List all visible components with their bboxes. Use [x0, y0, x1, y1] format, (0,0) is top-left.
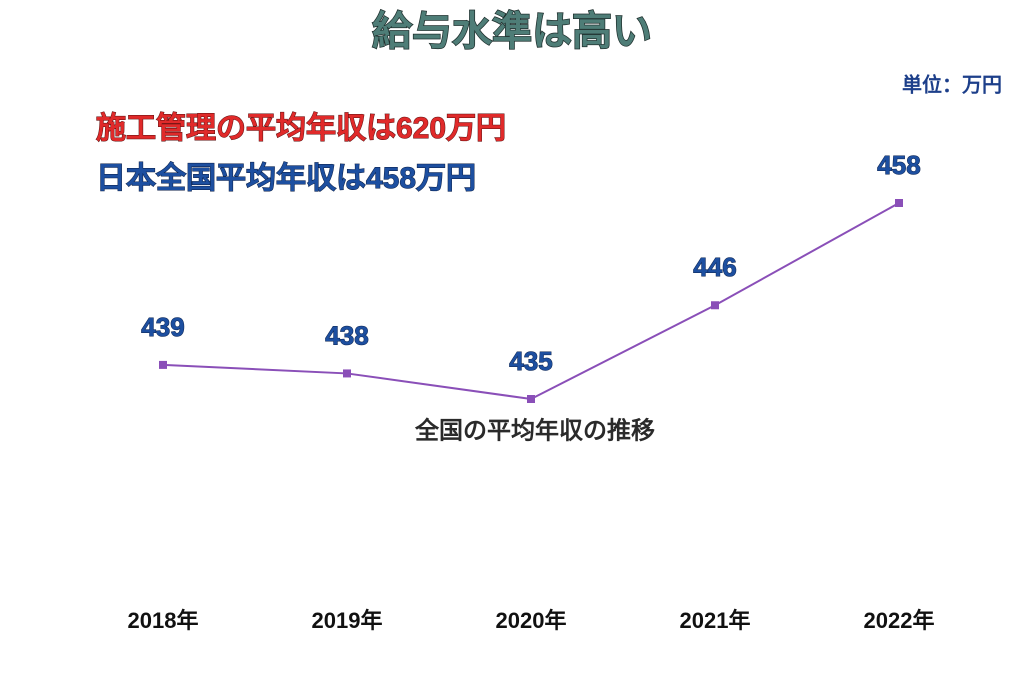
data-label: 458: [877, 150, 920, 180]
x-tick-label: 2021年: [680, 608, 751, 633]
x-tick-label: 2022年: [864, 608, 935, 633]
point: [343, 369, 351, 378]
data-label: 446: [693, 252, 736, 282]
x-tick-label: 2019年: [312, 608, 383, 633]
x-tick-label: 2020年: [496, 608, 567, 633]
x-tick-label: 2018年: [128, 608, 199, 633]
point: [159, 360, 167, 369]
chart-subtitle: 全国の平均年収の推移: [414, 416, 655, 444]
point: [527, 395, 535, 403]
chart-title: 給与水準は高い: [372, 10, 652, 54]
data-label: 439: [141, 312, 184, 342]
data-label: 435: [509, 346, 552, 376]
unit-label: 単位：万円: [902, 72, 1002, 96]
annotation: 施工管理の平均年収は620万円: [96, 112, 506, 145]
annotation: 日本全国平均年収は458万円: [96, 161, 476, 195]
data-label: 438: [325, 320, 368, 350]
point: [711, 301, 719, 310]
point: [895, 199, 903, 207]
